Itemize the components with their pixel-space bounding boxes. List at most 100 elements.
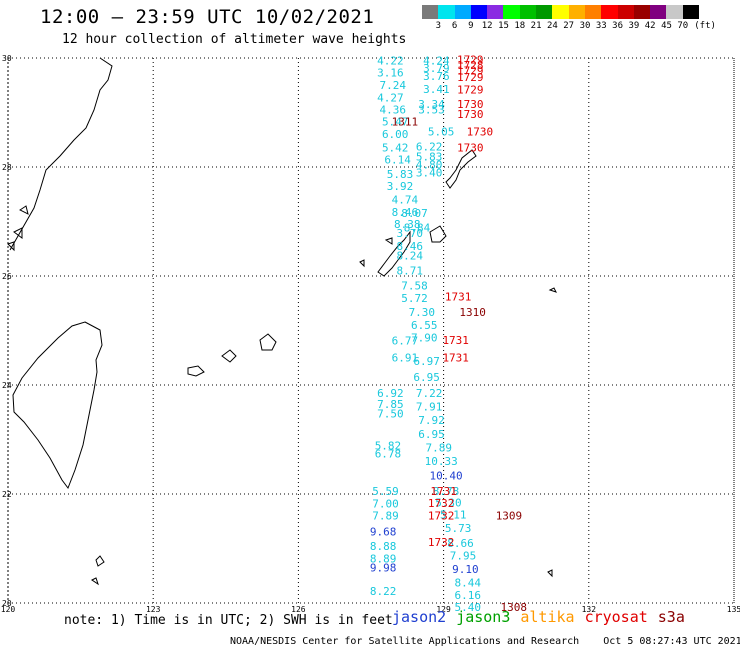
wave-height-label: 3.92	[387, 180, 414, 193]
lon-tick-label: 123	[146, 605, 161, 614]
color-scale-tick: 21	[530, 21, 542, 31]
wave-height-label: 7.89	[372, 510, 399, 523]
pass-time-label: 1729	[457, 64, 484, 77]
color-scale-boxes	[422, 5, 732, 19]
wave-height-label: 10.40	[429, 469, 462, 482]
wave-height-label: 5.40	[455, 601, 482, 614]
color-scale-swatch	[617, 5, 634, 19]
wave-height-label: 3.53	[418, 104, 445, 117]
wave-height-label: 8.46	[392, 206, 419, 219]
wave-height-label: 8.46	[396, 240, 423, 253]
wave-height-label: 6.00	[382, 128, 409, 141]
wave-height-label: 4.36	[380, 104, 407, 117]
pass-time-label: 1729	[457, 53, 484, 66]
pass-time-label: 1309	[496, 510, 523, 523]
wave-height-label: 7.58	[401, 280, 428, 293]
wave-height-label: 6.95	[418, 428, 445, 441]
wave-height-label: 7.00	[372, 498, 399, 511]
wave-height-label: 3.16	[377, 67, 404, 80]
lat-tick-label: 20	[2, 599, 12, 608]
wave-height-label: 7.50	[377, 408, 404, 421]
wave-height-label: 5.42	[382, 142, 409, 155]
color-scale-swatch	[568, 5, 585, 19]
color-scale-swatch	[438, 5, 455, 19]
color-scale-tick: 9	[468, 21, 474, 31]
color-scale-tick: 15	[498, 21, 509, 31]
wave-height-label: 5.47	[382, 116, 409, 129]
lat-tick-label: 22	[2, 490, 12, 499]
lat-lon-grid	[7, 57, 735, 604]
wave-height-label: 6.95	[413, 371, 440, 384]
wave-height-label: 6.77	[392, 335, 419, 348]
map-subtitle: 12 hour collection of altimeter wave hei…	[62, 32, 407, 47]
color-scale-labels: 3 6 9 12 15 18 21 24 27 30 33 36 39 42 45 70 (ft)	[422, 19, 732, 33]
color-scale-tick: 36	[612, 21, 624, 31]
lon-tick-label: 129	[436, 605, 451, 614]
satellite-legend: jason2 jason3 altika cryosat s3a	[392, 608, 695, 626]
wave-height-label: 8.07	[401, 207, 428, 220]
legend-jason2: jason2	[392, 608, 447, 626]
color-scale-tick: 70	[677, 21, 689, 31]
lat-tick-label: 24	[2, 381, 12, 390]
wave-height-label: 3.76	[423, 70, 450, 83]
pass-time-label: 1728	[457, 59, 484, 72]
lon-tick-label: 132	[582, 605, 597, 614]
wave-height-label: 6.55	[411, 319, 438, 332]
wave-height-label: 7.95	[450, 549, 477, 562]
wave-height-label: 6.14	[384, 154, 411, 167]
legend-jason3: jason3	[456, 608, 511, 626]
color-scale-swatch	[552, 5, 569, 19]
wave-height-label: 7.91	[416, 401, 443, 414]
legend-s3a: s3a	[657, 608, 685, 626]
wave-height-label: 7.92	[418, 414, 445, 427]
wave-height-label: 5.73	[445, 522, 472, 535]
color-scale-unit: (ft)	[694, 21, 716, 31]
pass-time-label: 1732	[428, 536, 455, 549]
small-islands	[91, 237, 557, 586]
miyako-island	[259, 333, 277, 351]
lat-tick-label: 26	[2, 272, 12, 281]
map-note: note: 1) Time is in UTC; 2) SWH is in fe…	[64, 613, 393, 628]
wave-height-label: 3.41	[423, 83, 450, 96]
credit-timestamp: Oct 5 08:27:43 UTC 2021	[603, 636, 740, 647]
wave-height-label: 4.22	[377, 55, 404, 68]
color-scale-swatch	[519, 5, 537, 19]
axis-labels: 120 123 126 129 132 135 30 28 26 24 22 20	[1, 54, 740, 614]
wave-height-label: 7.85	[377, 398, 404, 411]
wave-height-label: 10.33	[425, 455, 458, 468]
amami-island	[445, 149, 477, 189]
wave-height-label: 4.24	[423, 55, 450, 68]
color-scale-tick: 30	[579, 21, 591, 31]
color-scale-swatch	[470, 5, 488, 19]
wave-height-label: 8.89	[370, 553, 397, 566]
pass-time-label: 1730	[457, 98, 484, 111]
wave-height-label: 5.05	[428, 125, 455, 138]
wave-height-label: 6.16	[455, 589, 482, 602]
wave-height-label: 4.27	[377, 92, 404, 105]
color-scale-tick: 24	[546, 21, 558, 31]
wave-height-label: 6.22	[416, 141, 443, 154]
wave-height-label: 6.92	[377, 387, 404, 400]
wave-height-label: 5.83	[416, 150, 443, 163]
ishigaki-island	[187, 349, 237, 377]
pass-time-label: 1732	[428, 510, 455, 523]
wave-height-label: 3.34	[418, 98, 445, 111]
color-scale-swatch	[503, 5, 520, 19]
legend-cryosat: cryosat	[584, 608, 648, 626]
credit-line: NOAA/NESDIS Center for Satellite Applica…	[230, 636, 740, 647]
pass-time-label: 1730	[457, 108, 484, 121]
pass-time-label: 1730	[457, 142, 484, 155]
wave-height-label: 5.59	[372, 485, 399, 498]
pass-time-label: 1731	[445, 291, 472, 304]
color-scale-swatch	[584, 5, 602, 19]
lon-tick-label: 126	[291, 605, 306, 614]
pass-time-label: 1311	[392, 116, 419, 129]
wave-height-label: 3.70	[396, 227, 423, 240]
pass-time-label: 1732	[428, 497, 455, 510]
wave-height-label: 9.68	[370, 525, 397, 538]
wave-height-label: 8.78	[433, 485, 460, 498]
wave-height-label: 7.89	[426, 441, 453, 454]
islands-west	[7, 205, 29, 252]
credit-agency: NOAA/NESDIS Center for Satellite Applica…	[230, 636, 580, 647]
color-scale-tick: 45	[661, 21, 672, 31]
